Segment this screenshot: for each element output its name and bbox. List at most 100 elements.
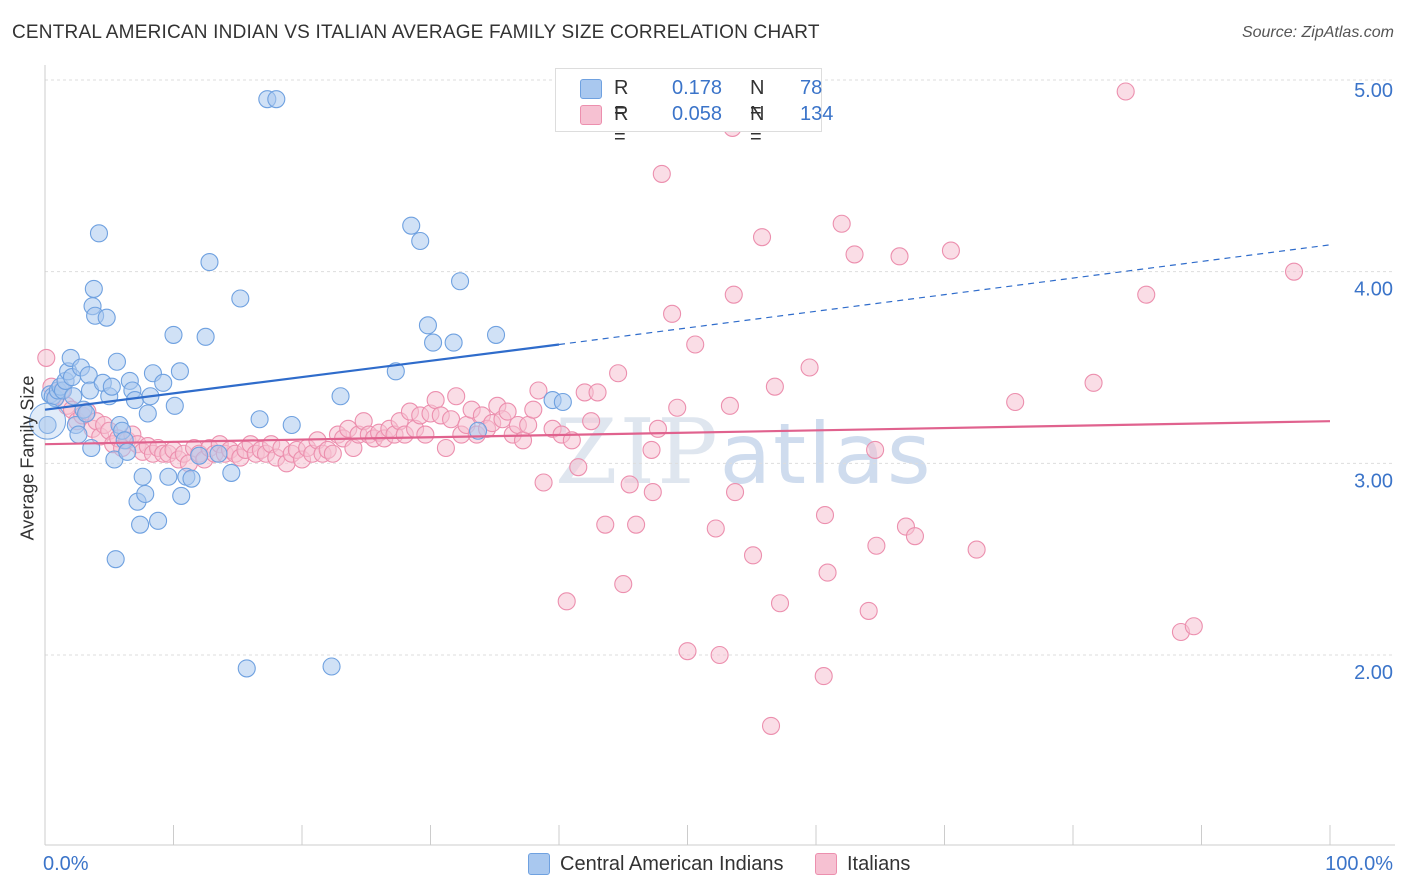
italians-point [866,440,885,459]
trend-line-italians [44,420,1331,446]
italians-point [890,247,909,266]
italians-point [588,383,607,402]
bottom-legend-label: Italians [847,853,911,875]
italians-point [627,515,646,534]
central-american-indians-point [165,396,184,415]
central-american-indians-point [84,279,103,298]
italians-point [832,214,851,233]
italians-point [761,716,781,735]
central-american-indians-point [209,444,228,463]
central-american-indians-point [136,484,155,504]
italians-point [1006,392,1025,412]
legend-swatch-pink [580,105,602,125]
central-american-indians-point [133,467,152,486]
y-tick-label: 5.00 [1354,80,1393,102]
central-american-indians-point [172,486,191,505]
italians-point [37,348,56,367]
central-american-indians-point [89,224,109,243]
central-american-indians-point [386,362,405,381]
central-american-indians-point [118,442,137,461]
central-american-indians-point [200,253,219,272]
italians-point [596,515,615,534]
italians-point [557,592,576,611]
italians-point [814,667,833,686]
italians-point [967,540,986,559]
central-american-indians-point [322,657,341,676]
central-american-indians-point [267,90,286,109]
italians-point [529,381,548,400]
italians-point [620,475,639,494]
italians-point [725,483,745,502]
central-american-indians-point [402,216,421,235]
central-american-indians-point [553,392,572,412]
central-american-indians-point [149,511,168,530]
italians-point [818,563,837,582]
central-american-indians-point [82,438,101,458]
italians-point [426,391,445,410]
italians-point [609,364,628,383]
italians-point [686,335,705,354]
central-american-indians-point [190,446,209,465]
italians-point [436,438,455,458]
italians-point [562,431,581,450]
series-italians [37,82,1304,735]
italians-point [765,377,784,396]
bottom-legend-swatch-pink [815,853,837,875]
central-american-indians-point [64,387,83,406]
central-american-indians-point [282,415,301,435]
central-american-indians-point [164,325,183,344]
central-american-indians-point [138,404,157,423]
italians-point [652,164,671,183]
central-american-indians-point [468,421,488,440]
italians-point [770,594,790,613]
central-american-indians-point [107,352,127,371]
legend-r-label: R = [614,103,629,148]
tick-labels: 2.00 3.00 4.00 5.00 0.0% 100.0% [43,80,1393,875]
chart-title: CENTRAL AMERICAN INDIAN VS ITALIAN AVERA… [12,22,820,43]
y-axis-label: Average Family Size [17,375,38,541]
central-american-indians-point [29,402,67,440]
central-american-indians-point [444,333,463,352]
central-american-indians-point [250,410,269,429]
italians-point [941,241,960,260]
x-tick-label: 100.0% [1325,853,1393,875]
italians-point [706,519,725,538]
legend-r-value: 0.058 [672,103,723,125]
bottom-legend-label: Central American Indians [560,853,784,875]
legend-n-label: N = [750,77,765,122]
central-american-indians-point [38,415,57,435]
central-american-indians-point [196,327,215,346]
trend-line-central-american-indians-projection [558,244,1331,346]
italians-point [614,575,633,594]
central-american-indians-point [424,333,443,352]
italians-point [513,431,533,450]
italians-point [524,400,543,419]
italians-point [800,358,819,377]
source-label: Source: ZipAtlas.com [1241,24,1394,41]
legend-n-value: 78 [800,77,823,99]
central-american-indians-point [231,289,250,308]
italians-point [859,601,878,620]
y-tick-label: 3.00 [1354,470,1393,492]
y-tick-label: 2.00 [1354,662,1393,684]
central-american-indians-point [154,373,173,392]
legend-r-value: 0.178 [672,77,723,99]
italians-point [752,228,772,247]
italians-point [743,546,763,565]
correlation-legend: R = 0.178 N = 78 R = 0.058 N = 134 [555,68,833,148]
italians-point [447,387,466,406]
italians-point [668,398,687,417]
central-american-indians-point [170,362,189,381]
legend-n-label: N = [750,103,765,148]
central-american-indians-point [77,404,96,423]
italians-point [1116,82,1135,101]
italians-point [867,536,886,555]
italians-point [1084,373,1103,392]
italians-point [582,412,601,431]
italians-point [643,483,662,502]
central-american-indians-point [451,272,470,291]
italians-point [648,419,667,438]
central-american-indians-point [411,231,430,251]
italians-point [1137,285,1156,304]
italians-point [519,415,538,435]
